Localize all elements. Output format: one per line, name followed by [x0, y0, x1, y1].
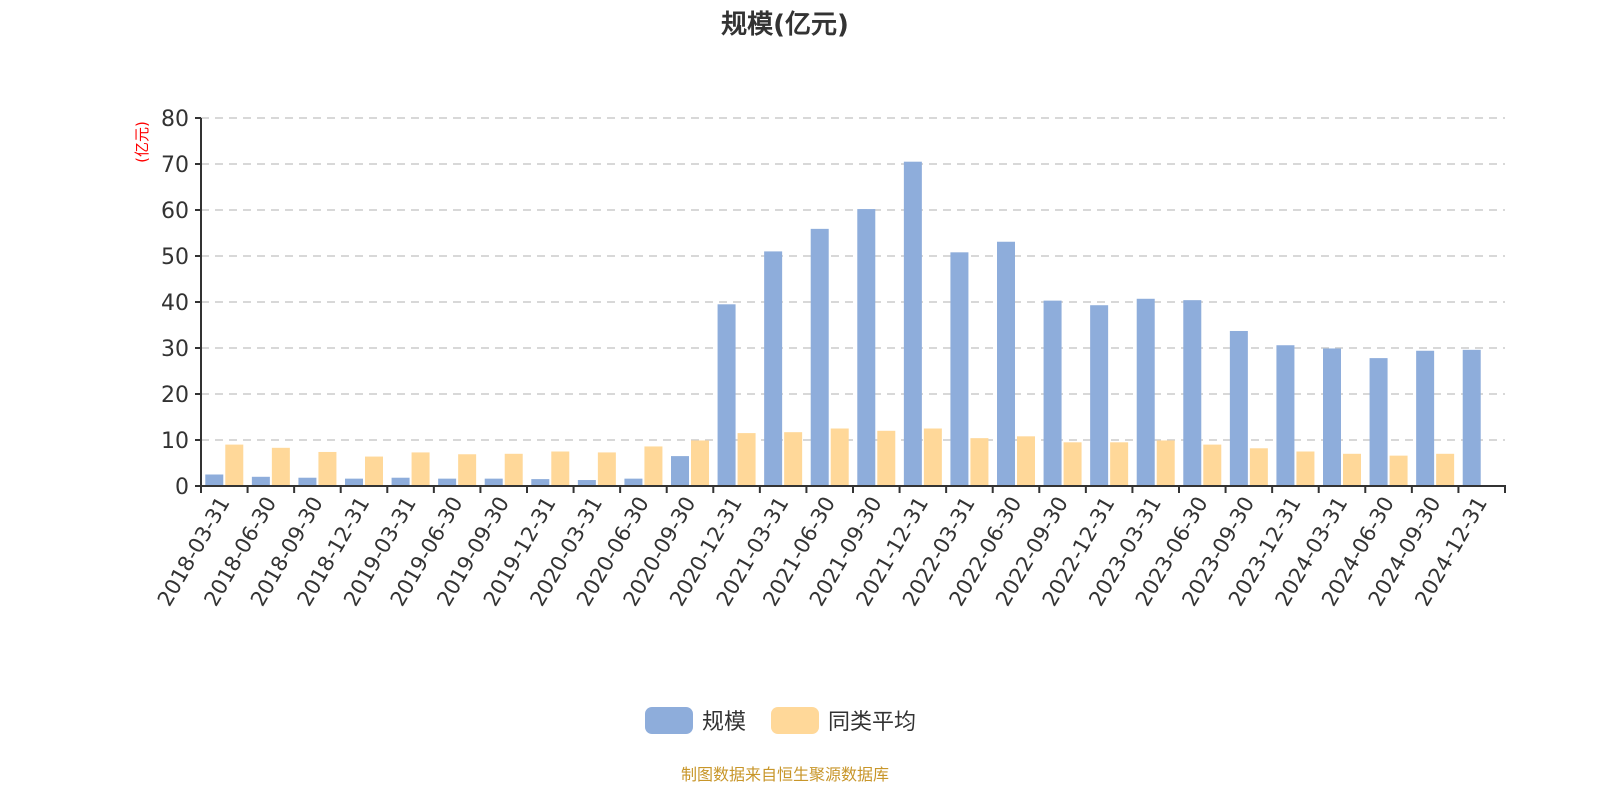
bar-scale: [1462, 349, 1481, 486]
bar-scale: [1136, 298, 1155, 486]
bar-peer-average: [365, 456, 383, 486]
bar-scale: [717, 304, 736, 486]
bar-peer-average: [1063, 442, 1082, 486]
bar-peer-average: [970, 438, 989, 486]
chart-title: 规模(亿元): [721, 10, 849, 40]
bar-scale: [1369, 358, 1388, 486]
data-source-footer: 制图数据来自恒生聚源数据库: [681, 765, 889, 784]
bar-scale: [624, 478, 643, 486]
bar-scale: [205, 474, 224, 486]
bar-peer-average: [271, 447, 290, 486]
legend-swatch-peer-average: [771, 707, 819, 734]
bar-scale: [1229, 330, 1248, 486]
bar-scale: [1043, 300, 1062, 486]
bar-scale: [1323, 348, 1341, 486]
bar-scale: [1416, 350, 1435, 486]
bar-scale: [997, 241, 1015, 486]
bar-peer-average: [1249, 448, 1268, 486]
bar-peer-average: [318, 451, 337, 486]
bar-peer-average: [225, 444, 244, 486]
bar-peer-average: [1343, 453, 1361, 486]
bar-scale: [764, 251, 783, 486]
bar-scale: [857, 209, 876, 486]
bar-scale: [531, 479, 550, 486]
bar-scale: [671, 456, 689, 486]
bar-peer-average: [1436, 453, 1455, 486]
y-tick-label: 20: [161, 383, 189, 408]
y-tick-label: 30: [161, 337, 189, 362]
bar-peer-average: [1296, 451, 1315, 486]
bar-peer-average: [737, 433, 756, 486]
bar-peer-average: [597, 452, 616, 486]
legend-label-peer-average[interactable]: 同类平均: [828, 710, 916, 735]
bar-scale: [298, 477, 317, 486]
bar-peer-average: [411, 452, 430, 486]
bar-scale: [1090, 305, 1109, 486]
bar-peer-average: [784, 432, 803, 486]
bar-peer-average: [504, 453, 523, 486]
y-tick-label: 80: [161, 107, 189, 132]
y-tick-label: 10: [161, 429, 189, 454]
bar-scale: [438, 478, 457, 486]
legend-swatch-scale: [645, 707, 693, 734]
bar-peer-average: [691, 440, 709, 486]
bar-scale: [391, 477, 410, 486]
bar-scale: [251, 476, 270, 486]
bar-scale: [1276, 345, 1295, 486]
y-tick-label: 70: [161, 153, 189, 178]
bar-peer-average: [1110, 442, 1129, 486]
bar-peer-average: [1389, 455, 1408, 486]
bar-scale: [345, 478, 363, 486]
bar-scale: [810, 228, 829, 487]
bar-peer-average: [1156, 440, 1175, 486]
bar-scale: [484, 478, 503, 486]
bar-peer-average: [551, 451, 570, 486]
y-tick-label: 40: [161, 291, 189, 316]
bar-peer-average: [644, 446, 663, 486]
bar-peer-average: [1203, 444, 1222, 486]
bar-peer-average: [458, 454, 477, 486]
y-tick-label: 50: [161, 245, 189, 270]
legend-label-scale[interactable]: 规模: [702, 710, 746, 735]
bar-peer-average: [1017, 436, 1035, 486]
bar-peer-average: [877, 430, 896, 486]
y-tick-label: 0: [175, 475, 189, 500]
bar-peer-average: [923, 428, 942, 486]
y-axis-label: (亿元): [133, 121, 151, 163]
bar-scale: [577, 480, 596, 486]
y-tick-label: 60: [161, 199, 189, 224]
bar-scale: [1183, 300, 1202, 486]
bar-peer-average: [830, 428, 849, 486]
bar-scale: [950, 252, 969, 486]
bar-scale: [903, 161, 922, 486]
legend: 规模 同类平均: [645, 707, 916, 735]
